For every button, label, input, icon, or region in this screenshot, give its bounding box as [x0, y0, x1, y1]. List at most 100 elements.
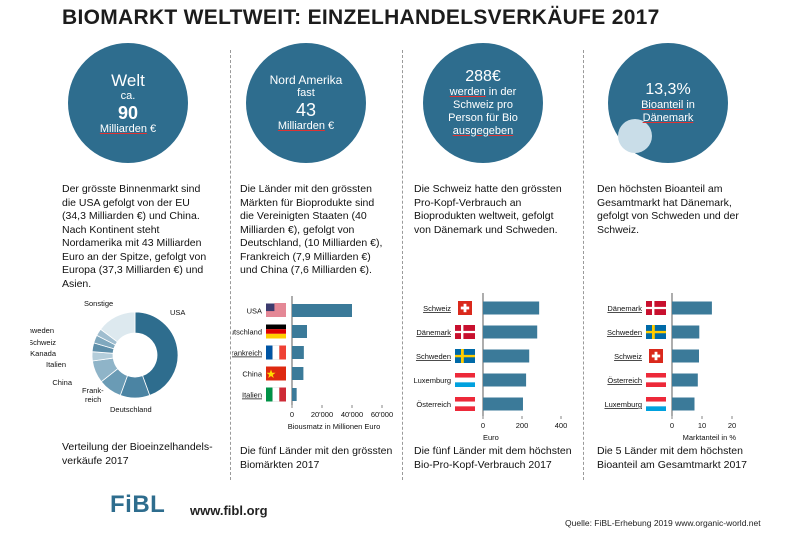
column-divider — [402, 50, 403, 480]
circle-line: werden in der — [449, 86, 517, 98]
switzerland-stat-circle: 288€ werden in der Schweiz pro Person fü… — [423, 43, 543, 163]
denmark-stat-circle: 13,3% Bioanteil in Dänemark — [608, 43, 728, 163]
bar-category-label: Dänemark — [416, 328, 451, 337]
market-share-description: Den höchsten Bioanteil am Gesamtmarkt hat… — [597, 183, 739, 236]
bar — [483, 373, 527, 387]
pie-label: Schweiz — [30, 338, 56, 347]
france-flag-icon — [266, 345, 286, 360]
pie-slice — [134, 311, 179, 396]
sweden-flag-icon — [646, 325, 666, 339]
pie-slice — [100, 311, 136, 343]
germany-flag-icon — [266, 324, 286, 339]
bar — [292, 325, 307, 338]
x-axis-label: Marktanteil in % — [683, 433, 737, 442]
bar — [292, 346, 304, 359]
pie-label: reich — [85, 395, 101, 404]
bar — [672, 349, 699, 363]
sweden-flag-icon — [455, 349, 475, 363]
bar-category-label: USA — [247, 307, 262, 316]
pie-label: Sonstige — [84, 299, 113, 308]
bar — [672, 301, 712, 315]
x-axis-label: Biousmatz in Millionen Euro — [288, 422, 381, 431]
circle-line: Schweiz pro — [453, 99, 513, 111]
switzerland-flag-icon — [458, 301, 472, 315]
pie-label: China — [52, 378, 72, 387]
bar-category-label: Italien — [242, 391, 262, 400]
bar-category-label: Dänemark — [607, 304, 642, 313]
denmark-flag-icon — [455, 325, 475, 339]
bar — [292, 367, 304, 380]
per-capita-description: Die Schweiz hatte den grössten Pro-Kopf-V… — [414, 183, 562, 236]
usa-flag-icon — [266, 303, 286, 318]
x-axis-label: Euro — [483, 433, 499, 442]
luxembourg-flag-icon — [646, 397, 666, 411]
circle-line: Nord Amerika — [269, 73, 343, 87]
per-capita-caption: Die fünf Länder mit dem höchsten Bio-Pro-… — [414, 445, 572, 471]
pie-label: Schweden — [30, 326, 54, 335]
pie-label: Italien — [46, 360, 66, 369]
bar-category-label: Frankreich — [232, 349, 262, 358]
north-america-stat-circle: Nord Amerika fast 43 Milliarden € — [246, 43, 366, 163]
bar — [483, 325, 538, 339]
denmark-flag-icon — [646, 301, 666, 315]
pie-caption: Verteilung der Bioeinzelhandels-verkäufe… — [62, 441, 213, 467]
circle-line: Dänemark — [642, 112, 694, 124]
bar — [672, 397, 695, 411]
market-share-caption: Die 5 Länder mit dem höchsten Bioanteil a… — [597, 445, 747, 471]
share-indicator-circle — [618, 119, 652, 153]
bar-category-label: Österreich — [416, 400, 451, 409]
pie-label: Deutschland — [110, 405, 152, 414]
bar — [672, 325, 700, 339]
per-capita-bar-chart: Schweiz Dänemark Schweden Luxemburg Österrei… — [413, 293, 568, 442]
bar-category-label: Luxemburg — [604, 400, 642, 409]
bar-category-label: Schweden — [416, 352, 451, 361]
circle-line: 288€ — [465, 68, 501, 85]
circle-line: Milliarden € — [277, 120, 335, 132]
tick-label: 20'000 — [311, 410, 333, 419]
pie-label: USA — [170, 308, 185, 317]
bar — [292, 304, 352, 317]
circle-line: Welt — [111, 70, 145, 90]
italy-flag-icon — [266, 387, 286, 402]
bar — [483, 397, 523, 411]
page-title: BIOMARKT WELTWEIT: EINZELHANDELSVERKÄUFE… — [62, 6, 660, 29]
tick-label: 0 — [670, 421, 674, 430]
bar-category-label: Schweiz — [614, 352, 642, 361]
source-note: Quelle: FiBL-Erhebung 2019 www.organic-w… — [565, 518, 761, 528]
tick-label: 10 — [698, 421, 706, 430]
circle-line: 43 — [295, 100, 317, 120]
austria-flag-icon — [455, 397, 475, 411]
column-divider — [583, 50, 584, 480]
tick-label: 0 — [481, 421, 485, 430]
bar — [483, 349, 530, 363]
austria-flag-icon — [646, 373, 666, 387]
bar — [292, 388, 297, 401]
luxembourg-flag-icon — [455, 373, 475, 387]
circle-line: Bioanteil in — [641, 99, 695, 111]
tick-label: 20 — [728, 421, 736, 430]
circle-line: 13,3% — [645, 81, 691, 98]
bar-category-label: Schweden — [607, 328, 642, 337]
bar-category-label: Österreich — [607, 376, 642, 385]
top-markets-caption: Die fünf Länder mit den grössten Biomärkt… — [240, 445, 393, 471]
fibl-logo: FiBL — [110, 491, 166, 518]
tick-label: 200 — [516, 421, 529, 430]
circle-line: fast — [297, 87, 315, 99]
tick-label: 40'000 — [341, 410, 363, 419]
tick-label: 60'000 — [371, 410, 393, 419]
circle-line: 90 — [117, 102, 139, 123]
circle-line: Milliarden € — [99, 122, 157, 135]
pie-label: Kanada — [30, 349, 57, 358]
circle-line: ausgegeben — [452, 125, 514, 137]
tick-label: 0 — [290, 410, 294, 419]
pie-label: Frank- — [82, 386, 104, 395]
china-flag-icon — [266, 366, 286, 381]
bar-category-label: Deutschland — [232, 328, 262, 337]
website-link[interactable]: www.fibl.org — [190, 503, 268, 518]
bar-category-label: Luxemburg — [413, 376, 451, 385]
top-markets-bar-chart: USA Deutschland Frankreich China Italien 0 20'… — [232, 296, 393, 431]
column-divider — [230, 50, 231, 480]
circle-line: ca. — [120, 89, 136, 102]
bar-category-label: China — [242, 370, 262, 379]
tick-label: 400 — [555, 421, 568, 430]
